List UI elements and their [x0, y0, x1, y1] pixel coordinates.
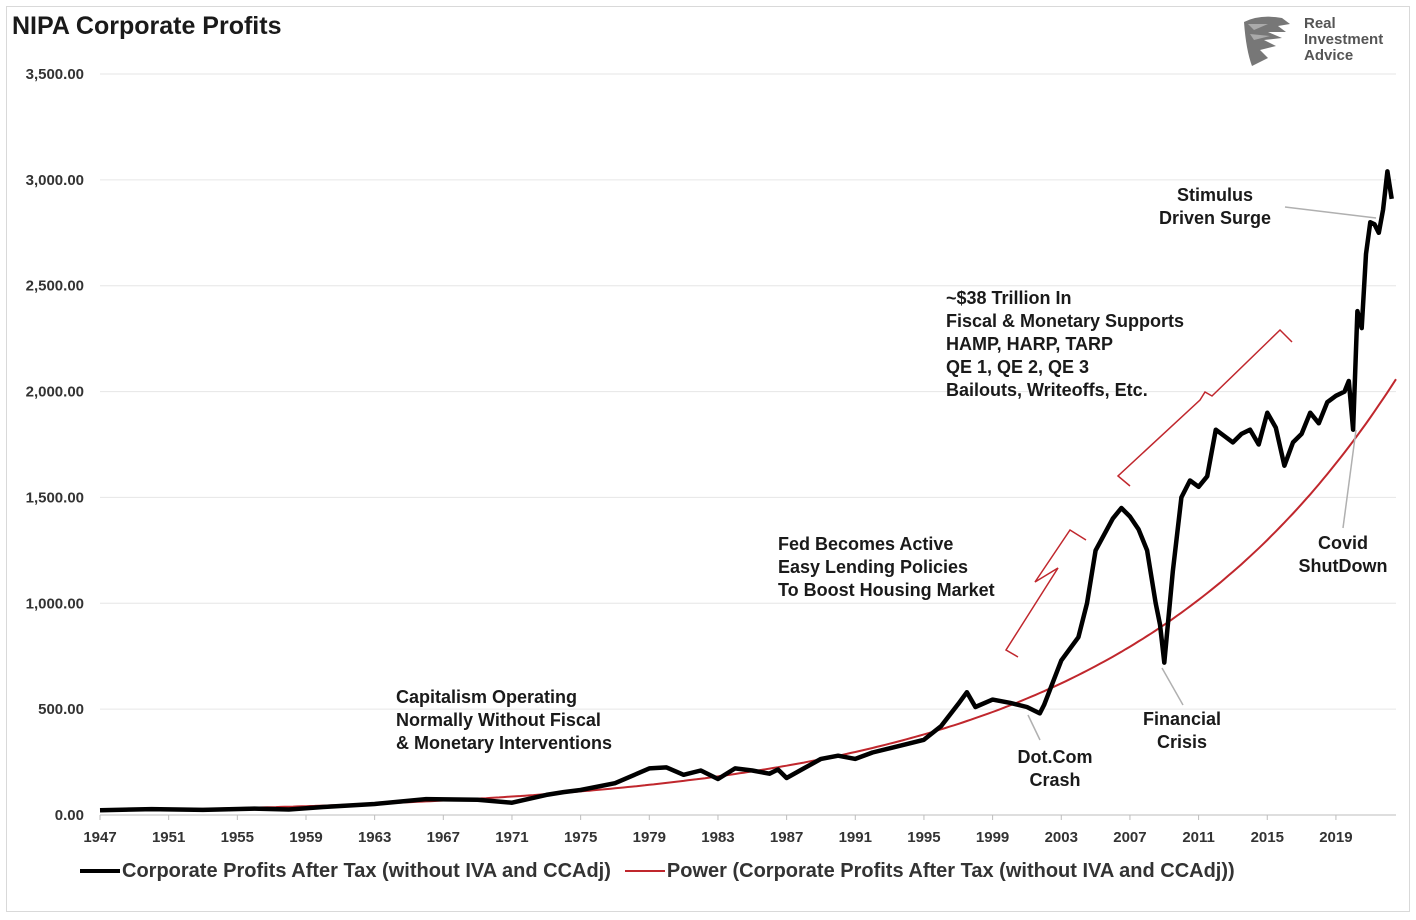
annotation-capitalism: Capitalism Operating Normally Without Fi…: [396, 686, 612, 755]
annotation-stimulus: Stimulus Driven Surge: [1150, 184, 1280, 230]
annotation-dotcom: Dot.Com Crash: [1005, 746, 1105, 792]
logo-line-1: Real: [1304, 15, 1336, 32]
y-tick-label: 1,500.00: [26, 489, 84, 506]
x-tick-label: 1963: [358, 829, 391, 846]
x-tick-label: 1995: [907, 829, 940, 846]
y-tick-label: 1,000.00: [26, 595, 84, 612]
legend-label-power: Power (Corporate Profits After Tax (with…: [666, 859, 1235, 882]
x-tick-label: 1959: [289, 829, 322, 846]
annotation-line: Fiscal & Monetary Supports: [946, 311, 1185, 331]
x-tick-label: 2011: [1182, 829, 1215, 846]
y-tick-label: 3,500.00: [26, 66, 84, 83]
x-tick-label: 2015: [1251, 829, 1284, 846]
x-tick-label: 1975: [564, 829, 597, 846]
annotation-line: Financial: [1142, 709, 1222, 729]
x-tick-label: 2007: [1113, 829, 1146, 846]
x-tick-label: 1979: [633, 829, 666, 846]
x-tick-label: 1991: [839, 829, 872, 846]
leader-line-covid: [1342, 429, 1357, 529]
legend: Corporate Profits After Tax (without IVA…: [80, 858, 1235, 884]
annotation-line: ShutDown: [1298, 556, 1388, 576]
legend-swatch-black: [80, 869, 120, 873]
logo-text: Real Investment Advice: [1304, 16, 1383, 64]
leader-line-financial: [1161, 667, 1184, 706]
annotation-line: QE 1, QE 2, QE 3: [946, 357, 1090, 377]
x-tick-label: 1987: [770, 829, 803, 846]
x-tick-label: 1955: [221, 829, 254, 846]
annotation-line: HAMP, HARP, TARP: [946, 334, 1114, 354]
bracket-fiscal: [1116, 328, 1293, 487]
annotation-line: Dot.Com: [1017, 747, 1093, 767]
annotation-line: To Boost Housing Market: [778, 580, 995, 600]
annotation-covid: Covid ShutDown: [1290, 532, 1396, 578]
x-tick-label: 1951: [152, 829, 185, 846]
x-tick-label: 1999: [976, 829, 1009, 846]
annotation-line: Normally Without Fiscal: [396, 710, 601, 730]
legend-item-profits: Corporate Profits After Tax (without IVA…: [80, 860, 611, 883]
annotation-line: Fed Becomes Active: [778, 534, 954, 554]
logo-line-2: Investment: [1304, 31, 1384, 48]
logo: Real Investment Advice: [1238, 14, 1408, 70]
y-tick-label: 3,000.00: [26, 172, 84, 189]
eagle-head-icon: [1244, 16, 1290, 67]
logo-line-3: Advice: [1304, 47, 1354, 64]
leader-line-stimulus: [1284, 206, 1377, 219]
leader-line-dotcom: [1027, 714, 1041, 741]
annotation-line: & Monetary Interventions: [396, 733, 613, 753]
y-tick-label: 2,500.00: [26, 278, 84, 295]
annotation-line: Crash: [1029, 770, 1081, 790]
x-tick-label: 1971: [495, 829, 528, 846]
x-tick-label: 1967: [427, 829, 460, 846]
legend-swatch-red: [624, 870, 665, 872]
annotation-line: Easy Lending Policies: [778, 557, 969, 577]
bracket-fed: [1004, 528, 1087, 658]
annotation-financial-crisis: Financial Crisis: [1130, 708, 1234, 754]
annotation-line: Stimulus: [1176, 185, 1253, 205]
annotation-fiscal-supports: ~$38 Trillion In Fiscal & Monetary Suppo…: [946, 287, 1184, 402]
annotation-line: Bailouts, Writeoffs, Etc.: [946, 380, 1148, 400]
x-tick-label: 1947: [83, 829, 116, 846]
y-tick-label: 0.00: [55, 807, 84, 824]
y-tick-label: 2,000.00: [26, 384, 84, 401]
x-tick-label: 2019: [1319, 829, 1352, 846]
chart-frame: [6, 6, 1410, 912]
annotation-line: Capitalism Operating: [396, 687, 578, 707]
x-tick-label: 2003: [1045, 829, 1078, 846]
annotation-line: Crisis: [1156, 732, 1208, 752]
annotation-line: Covid: [1317, 533, 1368, 553]
chart-title: NIPA Corporate Profits: [12, 12, 282, 40]
x-tick-label: 1983: [701, 829, 734, 846]
legend-label-profits: Corporate Profits After Tax (without IVA…: [122, 859, 611, 882]
annotation-line: Driven Surge: [1158, 208, 1272, 228]
annotation-line: ~$38 Trillion In: [946, 288, 1072, 308]
profits-series-line: [99, 169, 1394, 813]
y-tick-label: 500.00: [38, 701, 84, 718]
legend-item-power: Power (Corporate Profits After Tax (with…: [624, 859, 1235, 883]
annotation-fed-active: Fed Becomes Active Easy Lending Policies…: [778, 533, 995, 602]
